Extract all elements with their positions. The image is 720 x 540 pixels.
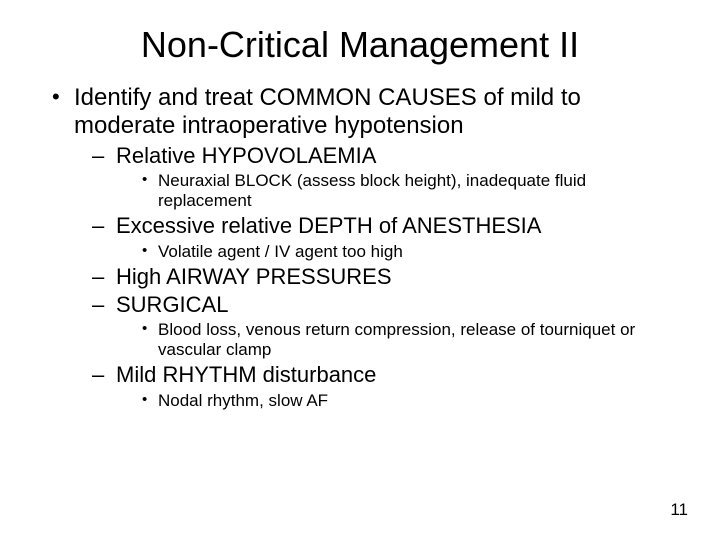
- bullet-list-lvl1: Identify and treat COMMON CAUSES of mild…: [48, 84, 680, 411]
- list-item: Nodal rhythm, slow AF: [140, 391, 680, 411]
- list-item: Volatile agent / IV agent too high: [140, 242, 680, 262]
- list-item: High AIRWAY PRESSURES: [92, 264, 680, 290]
- bullet-text: High AIRWAY PRESSURES: [116, 264, 392, 289]
- bullet-text: Blood loss, venous return compression, r…: [158, 320, 635, 359]
- slide-content: Identify and treat COMMON CAUSES of mild…: [0, 84, 720, 411]
- bullet-text: SURGICAL: [116, 292, 228, 317]
- bullet-text: Relative HYPOVOLAEMIA: [116, 143, 376, 168]
- bullet-list-lvl3: Nodal rhythm, slow AF: [116, 391, 680, 411]
- bullet-text: Excessive relative DEPTH of ANESTHESIA: [116, 213, 541, 238]
- slide-title: Non-Critical Management II: [0, 0, 720, 84]
- list-item: Excessive relative DEPTH of ANESTHESIA V…: [92, 213, 680, 261]
- bullet-text: Neuraxial BLOCK (assess block height), i…: [158, 171, 586, 210]
- bullet-list-lvl3: Neuraxial BLOCK (assess block height), i…: [116, 171, 680, 211]
- list-item: Mild RHYTHM disturbance Nodal rhythm, sl…: [92, 362, 680, 410]
- list-item: Blood loss, venous return compression, r…: [140, 320, 680, 360]
- bullet-text: Mild RHYTHM disturbance: [116, 362, 376, 387]
- bullet-text: Identify and treat COMMON CAUSES of mild…: [74, 84, 581, 139]
- bullet-list-lvl3: Volatile agent / IV agent too high: [116, 242, 680, 262]
- list-item: SURGICAL Blood loss, venous return compr…: [92, 292, 680, 360]
- page-number: 11: [670, 500, 688, 520]
- list-item: Neuraxial BLOCK (assess block height), i…: [140, 171, 680, 211]
- list-item: Identify and treat COMMON CAUSES of mild…: [48, 84, 680, 411]
- slide: Non-Critical Management II Identify and …: [0, 0, 720, 540]
- list-item: Relative HYPOVOLAEMIA Neuraxial BLOCK (a…: [92, 143, 680, 211]
- bullet-text: Nodal rhythm, slow AF: [158, 391, 328, 410]
- bullet-text: Volatile agent / IV agent too high: [158, 242, 403, 261]
- bullet-list-lvl2: Relative HYPOVOLAEMIA Neuraxial BLOCK (a…: [74, 143, 680, 411]
- bullet-list-lvl3: Blood loss, venous return compression, r…: [116, 320, 680, 360]
